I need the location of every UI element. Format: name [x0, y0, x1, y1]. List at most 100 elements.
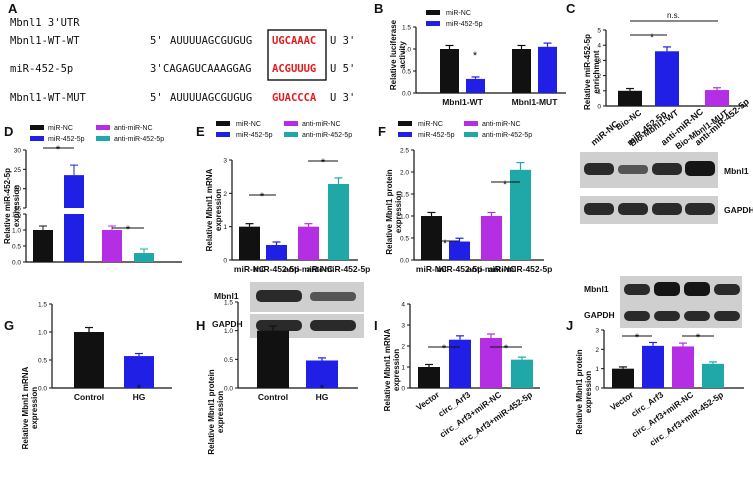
legend-f-swatch-0	[398, 121, 412, 126]
legend-f-label-1: anti-miR-NC	[482, 121, 521, 128]
chart-I-bar-2-0	[480, 338, 502, 388]
chart-G-ylabel: Relative Mbnl1 mRNA expression	[21, 366, 39, 449]
chart-I-ylabel-line2: expression	[392, 349, 401, 391]
legend-d-swatch-3	[96, 136, 110, 141]
chart-G-ytick-label-2: 1.0	[38, 330, 47, 337]
chart-F-ytick-label-2: 1.0	[400, 214, 409, 221]
chart-G-bar-0-0	[74, 332, 104, 388]
chart-G-bar-1-0	[124, 356, 154, 388]
blot-j-mbnl1-band-2	[684, 282, 710, 296]
chart-H-bar-0-0	[257, 330, 289, 388]
blot-h-mbnl1-band-1	[310, 292, 356, 301]
blot-j-gapdh-band-1	[654, 311, 680, 321]
mir-seq: CAGAGUCAAAGGAG	[163, 63, 252, 75]
chart-B-bar-0-1	[466, 78, 485, 93]
chart-J-ytick-label-1: 1	[595, 366, 599, 373]
mir-tail: U 5'	[330, 63, 355, 75]
blot-f-gapdh-band-1	[618, 203, 648, 215]
legend-e-swatch-3	[284, 132, 298, 137]
chart-I-bar-3-0	[511, 359, 533, 388]
legend-e-swatch-2	[216, 132, 230, 137]
chart-J-ylabel: Relative Mbnl1 protein expression	[575, 349, 593, 434]
chart-C-sig-0: *	[650, 32, 655, 44]
legend-f-swatch-1	[464, 121, 478, 126]
legend-f-label-2: miR-452-5p	[418, 132, 455, 139]
chart-C-ytick-label-3: 3	[597, 58, 601, 65]
chart-B-xlabel-1: Mbnl1-MUT	[512, 97, 559, 107]
blot-f-label-mbnl1: Mbnl1	[724, 166, 749, 176]
chart-E-xlabel-0: miR-NC	[234, 264, 265, 274]
chart-D-ytick-label-2: 1.0	[12, 228, 21, 235]
chart-F-ylabel-line2: expression	[394, 191, 403, 233]
chart-C-bar-0-0	[618, 90, 642, 106]
blot-f-gapdh-band-3	[685, 203, 715, 215]
blot-h: Mbnl1 GAPDH	[212, 282, 364, 338]
legend-b: miR-NC miR-452-5p	[426, 10, 483, 28]
chart-D-ytick-label-4: 15	[14, 206, 22, 213]
blot-f: miR-NC miR-452-5p anti-miR-NC anti-miR-4…	[580, 96, 753, 224]
legend-f-swatch-3	[464, 132, 478, 137]
chart-H-xlabel-0: Control	[258, 392, 288, 402]
legend-d-label-1: anti-miR-NC	[114, 125, 153, 132]
chart-F-ylabel: Relative Mbnl1 protein expression	[385, 169, 403, 254]
blot-h-gapdh-band-1	[310, 320, 356, 331]
chart-F-sig-1: *	[503, 179, 508, 191]
blot-j: Mbnl1 GAPDH	[584, 276, 742, 328]
chart-C-ytick-label-0: 0	[597, 104, 601, 111]
chart-B-ylabel: Relative luciferase activity	[389, 19, 407, 90]
chart-C-bar-2-0	[705, 90, 729, 106]
chart-J-bar-0-0	[612, 368, 634, 388]
chart-C-ytick-label-1: 1	[597, 88, 601, 95]
chart-J-ylabel-line1: Relative Mbnl1 protein	[575, 349, 584, 434]
legend-f: miR-NC anti-miR-NC miR-452-5p anti-miR-4…	[398, 121, 532, 139]
chart-D-ylabel-line1: Relative miR-452-5p	[3, 168, 12, 244]
wt-tail: U 3'	[330, 35, 355, 47]
chart-F-xlabel-0: miR-NC	[416, 264, 447, 274]
chart-G-ylabel-line1: Relative Mbnl1 mRNA	[21, 366, 30, 449]
chart-G-ytick-label-3: 1.5	[38, 302, 47, 309]
chart-I-ylabel: Relative Mbnl1 mRNA expression	[383, 328, 401, 411]
blot-f-mbnl1-band-0	[584, 163, 614, 175]
chart-I-sig-1: *	[504, 343, 509, 355]
wt-site: UGCAAAC	[272, 35, 316, 47]
legend-e-label-3: anti-miR-452-5p	[302, 132, 352, 139]
panel-c-ns-label: n.s.	[667, 11, 680, 20]
blot-j-gapdh-band-2	[684, 311, 710, 321]
legend-b-label-0: miR-NC	[446, 10, 471, 17]
chart-H-ylabel-line2: expression	[216, 391, 225, 433]
chart-F-bar-1-0	[449, 241, 470, 260]
chart-E-ytick-label-2: 2	[223, 191, 227, 198]
chart-H-ytick-label-0: 0.0	[224, 386, 233, 393]
chart-B-ytick-label-0: 0.0	[402, 91, 411, 98]
mut-prime: 5'	[150, 92, 163, 104]
chart-I-ylabel-line1: Relative Mbnl1 mRNA	[383, 328, 392, 411]
panel-g-letter: G	[4, 318, 14, 333]
chart-E-ytick-label-3: 3	[223, 158, 227, 165]
chart-I-bar-0-0	[418, 367, 440, 388]
legend-b-swatch-0	[426, 10, 440, 15]
chart-G-sig-0: *	[137, 383, 142, 395]
chart-B-ytick-label-1: 0.5	[402, 69, 411, 76]
legend-d-swatch-0	[30, 125, 44, 130]
blot-f-label-gapdh: GAPDH	[724, 205, 753, 215]
legend-e: miR-NC anti-miR-NC miR-452-5p anti-miR-4…	[216, 121, 352, 139]
chart-F-ylabel-line1: Relative Mbnl1 protein	[385, 169, 394, 254]
blot-f-gapdh-band-2	[652, 203, 682, 215]
chart-B-bar-1-1	[538, 46, 557, 93]
chart-I-ytick-label-3: 3	[401, 323, 405, 330]
chart-H-ylabel-line1: Relative Mbnl1 protein	[207, 369, 216, 454]
mut-seq: AUUUUAGCGUGUG	[170, 92, 252, 104]
chart-E-xlabel-2: anti-miR-NC	[284, 264, 333, 274]
chart-H-sig-0: *	[320, 383, 325, 395]
chart-E-bar-0-0	[239, 226, 260, 260]
chart-E-bar-1-0	[266, 245, 287, 260]
wt-prime: 5'	[150, 35, 163, 47]
chart-J-sig-1: *	[696, 332, 701, 344]
chart-G-ytick-label-1: 0.5	[38, 358, 47, 365]
chart-I-sig-0: *	[442, 343, 447, 355]
chart-D-ylabel: Relative miR-452-5p expression	[3, 168, 21, 244]
legend-d-label-0: miR-NC	[48, 125, 73, 132]
chart-E-ylabel-line1: Relative Mbnl1 mRNA	[205, 168, 214, 251]
legend-e-swatch-1	[284, 121, 298, 126]
chart-H-bar-1-0	[306, 360, 338, 388]
